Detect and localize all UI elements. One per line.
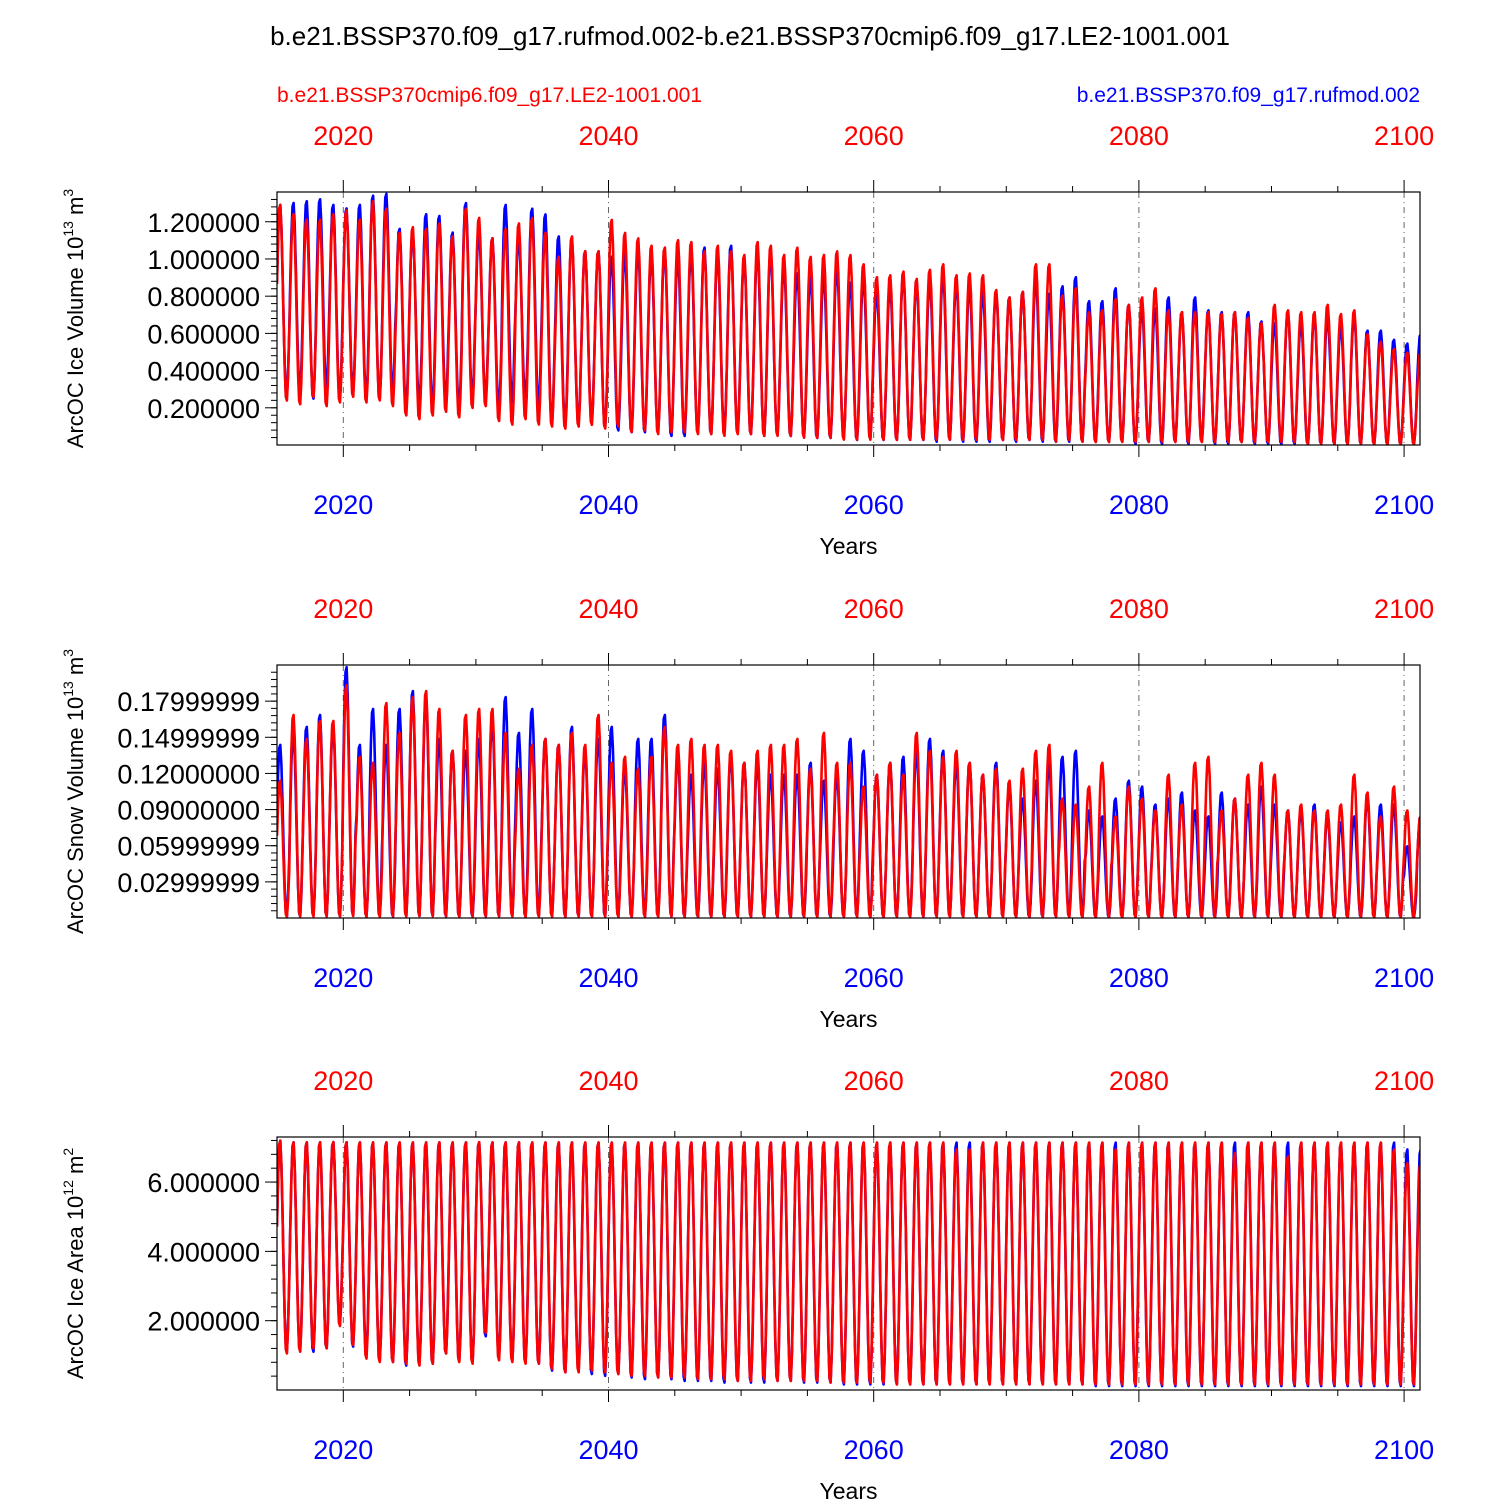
y-axis-label-main: ArcOC Ice Area 10	[63, 1196, 88, 1379]
legend-label-blue-run: b.e21.BSSP370.f09_g17.rufmod.002	[1077, 84, 1420, 107]
y-axis-label-unit-exponent: 3	[60, 189, 76, 197]
bottom-x-tick-label-2020: 2020	[313, 1435, 373, 1465]
top-x-tick-label-2080: 2080	[1109, 121, 1169, 151]
bottom-x-tick-label-2040: 2040	[578, 1435, 638, 1465]
chart-panel-3: 2020 2020 2040 2040 2060 2060 2080 2080 2100 2100…	[60, 1066, 1434, 1500]
y-tick-label: 0.14999999	[117, 723, 260, 753]
y-tick-label: 0.05999999	[117, 832, 260, 862]
y-axis-label: ArcOC Snow Volume 1013 m3	[60, 649, 88, 934]
bottom-x-tick-label-2100: 2100	[1374, 963, 1434, 993]
bottom-x-tick-label-2020: 2020	[313, 963, 373, 993]
top-x-tick-label-2060: 2060	[844, 1066, 904, 1096]
top-x-tick-label-2020: 2020	[313, 121, 373, 151]
series-line-red	[277, 199, 1420, 445]
bottom-x-tick-label-2040: 2040	[578, 490, 638, 520]
y-tick-label: 0.17999999	[117, 687, 260, 717]
top-x-tick-label-2080: 2080	[1109, 594, 1169, 624]
top-x-tick-label-2080: 2080	[1109, 1066, 1169, 1096]
y-tick-label: 1.200000	[147, 208, 260, 238]
bottom-x-tick-label-2020: 2020	[313, 490, 373, 520]
series-line-red	[277, 683, 1420, 918]
bottom-x-tick-label-2100: 2100	[1374, 490, 1434, 520]
bottom-x-tick-label-2040: 2040	[578, 963, 638, 993]
top-x-tick-label-2040: 2040	[578, 1066, 638, 1096]
y-tick-label: 0.02999999	[117, 868, 260, 898]
chart-panels: 2020 2020 2040 2040 2060 2060 2080 2080 2100 2100…	[60, 121, 1434, 1500]
y-tick-label: 0.200000	[147, 394, 260, 424]
y-axis-label-unit: m	[63, 197, 88, 221]
top-x-tick-label-2100: 2100	[1374, 121, 1434, 151]
top-x-tick-label-2040: 2040	[578, 121, 638, 151]
y-axis-label-exponent: 13	[60, 221, 76, 237]
y-tick-label: 2.000000	[147, 1307, 260, 1337]
figure-title: b.e21.BSSP370.f09_g17.rufmod.002-b.e21.B…	[270, 21, 1230, 51]
chart-panel-2: 2020 2020 2040 2040 2060 2060 2080 2080 2100 2100…	[60, 594, 1434, 1032]
bottom-x-tick-label-2060: 2060	[844, 1435, 904, 1465]
bottom-x-tick-label-2080: 2080	[1109, 1435, 1169, 1465]
y-axis-label-main: ArcOC Ice Volume 10	[63, 237, 88, 449]
y-axis-label-unit-exponent: 3	[60, 649, 76, 657]
y-axis-label-unit-exponent: 2	[60, 1148, 76, 1156]
top-x-tick-label-2100: 2100	[1374, 594, 1434, 624]
top-x-tick-label-2060: 2060	[844, 121, 904, 151]
y-tick-label: 0.09000000	[117, 796, 260, 826]
y-tick-label: 4.000000	[147, 1237, 260, 1267]
chart-panel-1: 2020 2020 2040 2040 2060 2060 2080 2080 2100 2100…	[60, 121, 1434, 559]
y-axis-label-exponent: 12	[60, 1180, 76, 1196]
series-line-red	[277, 1139, 1420, 1386]
y-axis-label-main: ArcOC Snow Volume 10	[63, 697, 88, 934]
top-x-tick-label-2060: 2060	[844, 594, 904, 624]
x-axis-label: Years	[820, 1478, 878, 1500]
y-tick-label: 0.800000	[147, 282, 260, 312]
legend-label-red-run: b.e21.BSSP370cmip6.f09_g17.LE2-1001.001	[277, 84, 702, 107]
plot-frame	[276, 664, 1421, 919]
plot-frame	[276, 1136, 1421, 1391]
y-axis-label: ArcOC Ice Volume 1013 m3	[60, 189, 88, 449]
bottom-x-tick-label-2080: 2080	[1109, 490, 1169, 520]
y-axis-label: ArcOC Ice Area 1012 m2	[60, 1148, 88, 1379]
y-axis-label-unit: m	[63, 657, 88, 681]
y-tick-label: 0.12000000	[117, 759, 260, 789]
x-axis-label: Years	[820, 533, 878, 559]
top-x-tick-label-2100: 2100	[1374, 1066, 1434, 1096]
x-axis-label: Years	[820, 1006, 878, 1032]
top-x-tick-label-2040: 2040	[578, 594, 638, 624]
y-tick-label: 0.600000	[147, 319, 260, 349]
top-x-tick-label-2020: 2020	[313, 594, 373, 624]
bottom-x-tick-label-2080: 2080	[1109, 963, 1169, 993]
bottom-x-tick-label-2100: 2100	[1374, 1435, 1434, 1465]
bottom-x-tick-label-2060: 2060	[844, 963, 904, 993]
bottom-x-tick-label-2060: 2060	[844, 490, 904, 520]
y-tick-label: 0.400000	[147, 357, 260, 387]
y-tick-label: 1.000000	[147, 245, 260, 275]
y-axis-label-exponent: 13	[60, 681, 76, 697]
y-axis-label-unit: m	[63, 1156, 88, 1180]
top-x-tick-label-2020: 2020	[313, 1066, 373, 1096]
y-tick-label: 6.000000	[147, 1168, 260, 1198]
